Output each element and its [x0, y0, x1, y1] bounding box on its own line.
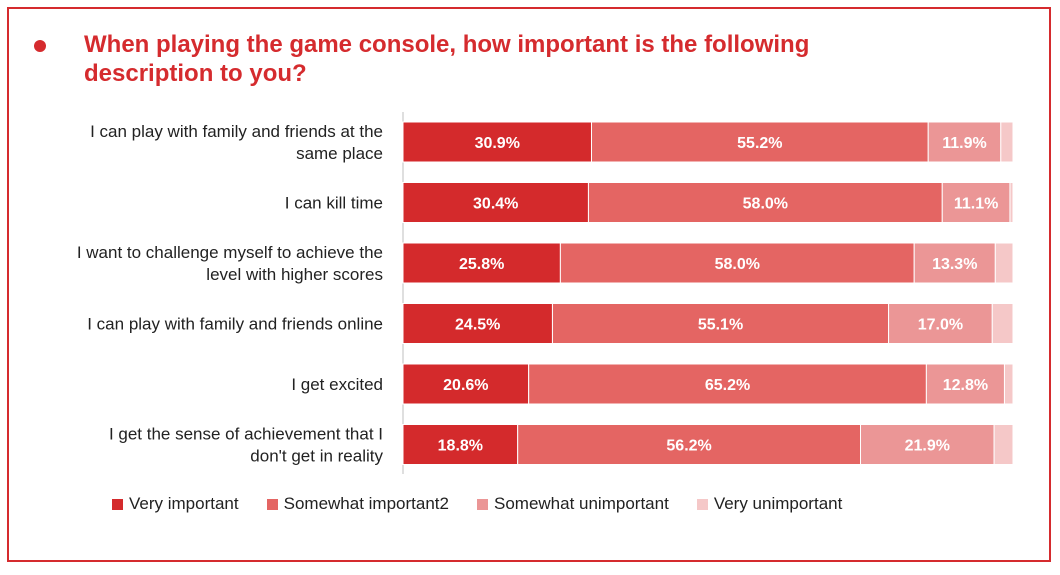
data-label: 12.8% — [943, 377, 988, 394]
data-label: 13.3% — [932, 256, 977, 273]
bar-segment-somewhat-important2 — [559, 242, 915, 284]
data-label: 24.5% — [455, 317, 500, 334]
category-label: I can play with family and friends at th… — [90, 122, 383, 163]
bar-segment-somewhat-unimportant — [927, 121, 1002, 163]
bar-segment-very-unimportant — [1000, 121, 1014, 163]
category-label: I want to challenge myself to achieve th… — [77, 243, 383, 284]
bar-segment-somewhat-unimportant — [941, 182, 1011, 223]
legend-swatch — [112, 498, 123, 510]
legend-item: Somewhat important2 — [266, 492, 449, 516]
data-label: 11.9% — [942, 135, 986, 152]
legend-label: Somewhat unimportant — [493, 494, 669, 513]
bar-segment-somewhat-unimportant — [913, 242, 996, 284]
bar-segment-very-important — [402, 363, 530, 405]
data-label: 58.0% — [743, 196, 788, 213]
legend-label: Very important — [129, 494, 239, 513]
bar-segment-somewhat-unimportant — [888, 303, 993, 344]
legend-item: Very unimportant — [696, 492, 843, 516]
legend-label: Somewhat important2 — [283, 494, 449, 513]
bar-segment-somewhat-important2 — [517, 424, 861, 465]
data-label: 55.1% — [698, 317, 743, 334]
bar-segment-very-important — [402, 303, 553, 344]
legend-swatch — [476, 498, 488, 510]
bar-segment-very-unimportant — [991, 303, 1014, 344]
data-label: 11.1% — [954, 196, 998, 213]
bar-segment-somewhat-important2 — [528, 363, 927, 405]
legend-item: Very important — [112, 492, 239, 516]
data-label: 20.6% — [443, 377, 488, 394]
bar-segment-very-unimportant — [1009, 182, 1014, 223]
bar-segment-somewhat-unimportant — [925, 363, 1005, 405]
bar-segment-very-important — [402, 424, 519, 465]
bar-segment-somewhat-important2 — [590, 121, 929, 163]
chart-legend: Very important Somewhat important2 Somewha… — [112, 492, 870, 516]
chart-frame — [7, 7, 1051, 562]
chart-title: When playing the game console, how impor… — [84, 31, 810, 87]
data-label: 25.8% — [459, 256, 504, 273]
bar-segment-somewhat-important2 — [587, 182, 943, 223]
category-label: I can play with family and friends onlin… — [87, 315, 383, 334]
legend-label: Very unimportant — [713, 494, 843, 513]
bar-segment-very-important — [402, 242, 561, 284]
data-label: 55.2% — [737, 135, 782, 152]
data-label: 56.2% — [666, 438, 711, 455]
data-label: 21.9% — [905, 438, 950, 455]
bar-segment-somewhat-important2 — [551, 303, 890, 344]
bar-segment-very-important — [402, 182, 589, 223]
title-bullet — [34, 40, 46, 52]
data-label: 17.0% — [918, 317, 963, 334]
category-label: I can kill time — [285, 194, 383, 213]
bar-segment-very-unimportant — [993, 424, 1014, 465]
data-label: 30.9% — [475, 135, 520, 152]
data-label: 58.0% — [715, 256, 760, 273]
data-label: 65.2% — [705, 377, 750, 394]
legend-swatch — [696, 498, 708, 510]
category-label: I get excited — [291, 375, 383, 394]
legend-item: Somewhat unimportant — [476, 492, 669, 516]
bar-segment-very-unimportant — [1003, 363, 1014, 405]
data-label: 30.4% — [473, 196, 518, 213]
bar-segment-somewhat-unimportant — [860, 424, 995, 465]
bar-segment-very-unimportant — [994, 242, 1014, 284]
legend-swatch — [266, 498, 278, 510]
data-label: 18.8% — [438, 438, 483, 455]
